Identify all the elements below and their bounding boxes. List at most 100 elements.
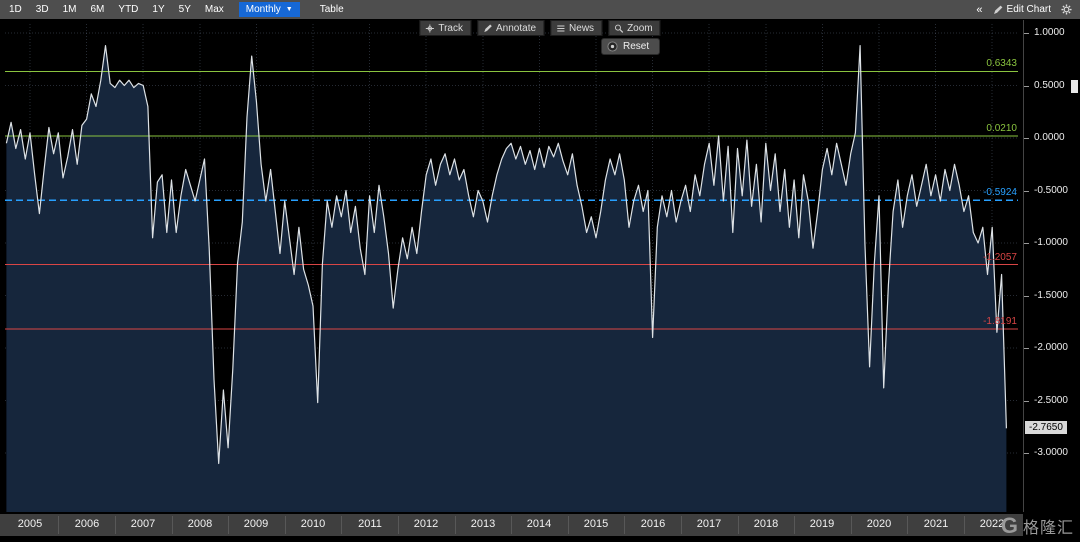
y-axis-tick [1024, 296, 1029, 297]
y-axis-tick [1024, 33, 1029, 34]
series-area [6, 45, 1007, 512]
x-axis-separator [738, 516, 739, 534]
x-axis-separator [115, 516, 116, 534]
period-button-5y[interactable]: 5Y [178, 4, 191, 15]
ref-line-label: -1.8191 [983, 316, 1017, 327]
y-axis-tick [1024, 401, 1029, 402]
edit-chart-label: Edit Chart [1006, 4, 1051, 15]
reset-label: Reset [623, 41, 650, 52]
period-button-6m[interactable]: 6M [90, 4, 105, 15]
watermark: G 格隆汇 [1001, 514, 1074, 538]
x-axis-separator [851, 516, 852, 534]
chevron-down-icon: ▼ [285, 6, 293, 13]
scrollbar-thumb[interactable] [1071, 80, 1078, 93]
top-toolbar: 1D 3D 1M 6M YTD 1Y 5Y Max Monthly ▼ Table « Edi… [0, 0, 1080, 19]
x-tick-label: 2009 [243, 518, 269, 530]
x-axis-separator [398, 516, 399, 534]
crosshair-icon [425, 23, 434, 33]
x-axis-separator [285, 516, 286, 534]
tool-label: Annotate [496, 22, 537, 34]
ref-line-label: -0.5924 [983, 187, 1017, 199]
y-tick-label: 0.5000 [1034, 80, 1065, 91]
y-axis-tick [1024, 86, 1029, 87]
y-tick-label: 0.0000 [1034, 132, 1065, 143]
x-axis-separator [568, 516, 569, 534]
y-tick-label: 1.0000 [1034, 27, 1065, 38]
x-tick-label: 2006 [74, 518, 100, 530]
pencil-icon [483, 24, 492, 33]
x-tick-label: 2013 [470, 518, 496, 530]
y-tick-label: -2.0000 [1034, 342, 1068, 353]
x-tick-label: 2022 [979, 518, 1005, 530]
chart-plot[interactable]: 0.6343 0.0210 -0.5924 -1.2057 -1.8191 [5, 20, 1023, 512]
x-axis-separator [624, 516, 625, 534]
chart-svg[interactable] [5, 20, 1023, 512]
x-tick-label: 2015 [583, 518, 609, 530]
y-axis-tick [1024, 191, 1029, 192]
y-axis-tick [1024, 348, 1029, 349]
period-button-3d[interactable]: 3D [35, 4, 49, 15]
x-axis: 2005 2006 2007 2008 2009 2010 2011 2012 2013 2014… [0, 514, 1023, 536]
y-axis: 1.0000 0.5000 0.0000 -0.5000 -1.0000 -1.5000 -… [1023, 20, 1080, 512]
frequency-dropdown[interactable]: Monthly ▼ [238, 2, 300, 17]
ref-line-label: 0.0210 [986, 122, 1017, 134]
pencil-icon [993, 5, 1003, 15]
x-tick-label: 2014 [526, 518, 552, 530]
x-axis-separator [794, 516, 795, 534]
x-tick-label: 2012 [413, 518, 439, 530]
y-tick-label: -0.5000 [1034, 185, 1068, 196]
reset-icon [607, 41, 618, 52]
y-tick-label: -2.5000 [1034, 395, 1068, 406]
last-value-badge: -2.7650 [1025, 421, 1067, 434]
y-tick-label: -1.5000 [1034, 290, 1068, 301]
period-button-1m[interactable]: 1M [62, 4, 77, 15]
chart-tools: Track Annotate News Zoom [419, 20, 661, 36]
period-button-ytd[interactable]: YTD [118, 4, 139, 15]
period-button-1y[interactable]: 1Y [152, 4, 165, 15]
settings-gear-icon[interactable] [1061, 4, 1072, 15]
x-axis-separator [681, 516, 682, 534]
x-axis-separator [455, 516, 456, 534]
x-axis-separator [907, 516, 908, 534]
magnifier-icon [614, 24, 623, 33]
tool-label: Track [438, 22, 464, 34]
tool-label: Zoom [627, 22, 653, 34]
y-axis-tick [1024, 243, 1029, 244]
track-button[interactable]: Track [419, 20, 472, 36]
y-tick-label: -1.0000 [1034, 237, 1068, 248]
gelonghui-logo: G [1000, 513, 1018, 538]
x-tick-label: 2011 [358, 518, 382, 530]
tool-label: News [569, 22, 595, 34]
collapse-icon[interactable]: « [976, 3, 983, 16]
period-button-1d[interactable]: 1D [9, 4, 22, 15]
zoom-button[interactable]: Zoom [608, 20, 661, 36]
annotate-button[interactable]: Annotate [477, 20, 545, 36]
x-axis-separator [964, 516, 965, 534]
news-icon [556, 24, 565, 33]
y-axis-tick [1024, 453, 1029, 454]
x-axis-separator [58, 516, 59, 534]
x-tick-label: 2010 [300, 518, 326, 530]
table-button[interactable]: Table [319, 4, 344, 15]
frequency-label: Monthly [245, 4, 281, 15]
x-axis-separator [172, 516, 173, 534]
y-tick-label: -3.0000 [1034, 447, 1068, 458]
x-tick-label: 2007 [130, 518, 156, 530]
x-axis-separator [511, 516, 512, 534]
x-tick-label: 2005 [17, 518, 43, 530]
x-axis-separator [341, 516, 342, 534]
x-tick-label: 2008 [187, 518, 213, 530]
news-button[interactable]: News [550, 20, 603, 36]
reset-button[interactable]: Reset [601, 38, 661, 55]
toolbar-right-group: « Edit Chart [976, 4, 1080, 16]
ref-line-label: -1.2057 [983, 251, 1017, 263]
period-button-max[interactable]: Max [204, 4, 224, 15]
ref-line-label: 0.6343 [986, 58, 1017, 70]
edit-chart-button[interactable]: Edit Chart [993, 4, 1051, 15]
period-buttons: 1D 3D 1M 6M YTD 1Y 5Y Max [0, 0, 231, 19]
x-tick-label: 2019 [809, 518, 835, 530]
x-tick-label: 2020 [866, 518, 892, 530]
x-axis-separator [228, 516, 229, 534]
x-tick-label: 2017 [696, 518, 722, 530]
